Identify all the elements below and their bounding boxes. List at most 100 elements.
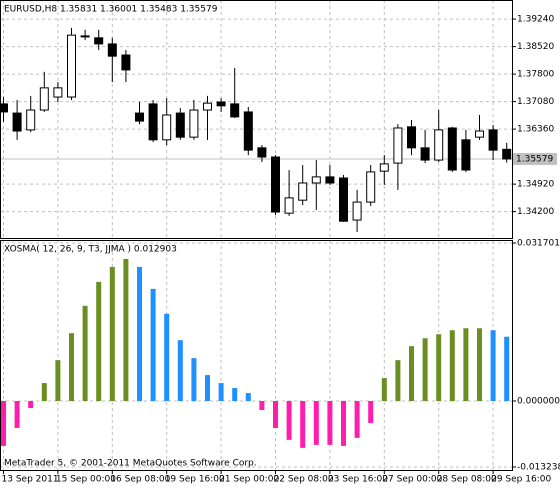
- candle-body: [148, 103, 158, 141]
- candle-body: [298, 182, 308, 201]
- y-tick-label: 1.36360: [517, 125, 554, 135]
- candle-body: [366, 171, 376, 203]
- candle-body: [189, 109, 199, 138]
- plot-frame: [0, 240, 513, 471]
- candle-body: [53, 87, 63, 98]
- annotation: MetaTrader 5, © 2001-2011 MetaQuotes Sof…: [4, 459, 257, 469]
- candle-body: [135, 112, 144, 122]
- candle-body: [26, 109, 36, 131]
- histogram-bar: [177, 340, 183, 402]
- histogram-bar: [150, 288, 156, 402]
- panel-title: EURUSD,H8 1.35831 1.36001 1.35483 1.3557…: [4, 5, 218, 15]
- candle-body: [352, 201, 362, 221]
- histogram-bar: [368, 401, 374, 423]
- candle-body: [121, 54, 131, 71]
- candle-body: [0, 103, 8, 113]
- histogram-bar: [41, 383, 47, 402]
- candle-body: [434, 129, 444, 161]
- candle-body: [80, 35, 90, 38]
- candle-body: [243, 111, 253, 151]
- histogram-bar: [55, 360, 61, 402]
- y-tick-label: 1.38520: [517, 42, 554, 52]
- x-tick-label: 13 Sep 2011: [2, 475, 59, 485]
- candle-body: [379, 163, 389, 172]
- y-tick-label: 1.34920: [517, 180, 554, 190]
- y-tick-label: -0.013238: [517, 463, 560, 473]
- candle-body: [475, 130, 484, 138]
- candle-body: [447, 127, 457, 171]
- x-tick-label: 27 Sep 00:00: [382, 475, 442, 485]
- histogram-bar: [123, 258, 129, 402]
- y-tick-label: 1.39240: [517, 15, 554, 25]
- x-tick-label: 19 Sep 16:00: [165, 475, 225, 485]
- histogram-bar: [422, 338, 428, 402]
- candle-body: [420, 147, 430, 161]
- panel-title: XOSMA( 12, 26, 9, T3, JJMA ) 0.012903: [4, 245, 177, 255]
- candle-body: [271, 156, 280, 213]
- candle-body: [393, 127, 403, 164]
- candle-body: [203, 102, 212, 111]
- y-tick-label: 0.000000: [517, 397, 560, 407]
- candle-body: [39, 87, 49, 111]
- y-tick-label: 0.031701: [517, 239, 560, 249]
- candle-body: [502, 148, 512, 160]
- candle-body: [162, 114, 172, 141]
- histogram-bar: [490, 330, 496, 402]
- x-tick-label: 15 Sep 00:00: [56, 475, 116, 485]
- histogram-bar: [1, 401, 6, 446]
- y-tick-label: 1.37080: [517, 97, 554, 107]
- histogram-bar: [436, 334, 442, 402]
- histogram-bar: [354, 401, 360, 438]
- x-tick-label: 21 Sep 00:00: [219, 475, 279, 485]
- candle-body: [461, 139, 471, 171]
- candle-body: [284, 197, 294, 214]
- candle-body: [325, 176, 335, 184]
- x-tick-label: 23 Sep 16:00: [328, 475, 388, 485]
- x-tick-label: 22 Sep 08:00: [274, 475, 334, 485]
- histogram-bar: [14, 401, 20, 428]
- histogram-bar: [69, 333, 74, 402]
- x-tick-label: 16 Sep 08:00: [110, 475, 170, 485]
- histogram-bar: [82, 305, 88, 402]
- candle-body: [488, 129, 498, 151]
- histogram-bar: [232, 388, 238, 402]
- histogram-bar: [300, 401, 306, 448]
- histogram-bar: [191, 358, 197, 402]
- histogram-bar: [273, 401, 278, 428]
- candle-body: [230, 103, 240, 118]
- current-price-label: 1.35579: [516, 154, 553, 164]
- candle-body: [67, 34, 76, 98]
- histogram-bar: [28, 401, 34, 408]
- candle-body: [407, 126, 416, 149]
- histogram-bar: [313, 401, 319, 445]
- histogram-bar: [286, 401, 292, 440]
- histogram-bar: [109, 266, 115, 402]
- current-price-box: [513, 152, 557, 165]
- histogram-bar: [137, 266, 142, 402]
- histogram-bar: [218, 383, 224, 402]
- y-tick-label: 1.37800: [517, 70, 554, 80]
- y-tick-label: 1.34200: [517, 207, 554, 217]
- histogram-bar: [463, 328, 469, 402]
- histogram-bar: [327, 401, 333, 445]
- plot-frame: [0, 0, 513, 239]
- histogram-bar: [449, 330, 455, 402]
- candle-body: [107, 43, 117, 57]
- candle-body: [257, 147, 267, 158]
- histogram-bar: [245, 393, 251, 402]
- histogram-bar: [164, 313, 170, 402]
- histogram-bar: [381, 378, 387, 402]
- candle-body: [12, 112, 22, 132]
- candle-body: [175, 112, 185, 138]
- histogram-bar: [341, 401, 346, 446]
- candle-body: [94, 37, 104, 45]
- candle-body: [311, 176, 321, 184]
- x-tick-label: 29 Sep 16:00: [491, 475, 551, 485]
- histogram-bar: [504, 336, 510, 402]
- histogram-bar: [395, 360, 401, 402]
- histogram-bar: [409, 346, 414, 402]
- histogram-bar: [96, 281, 102, 402]
- candle-body: [216, 101, 226, 107]
